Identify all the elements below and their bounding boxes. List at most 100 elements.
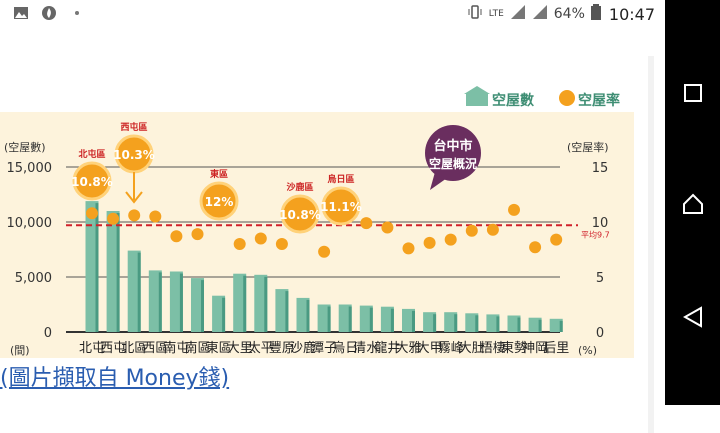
bar xyxy=(85,201,99,332)
bar xyxy=(212,295,226,332)
bar xyxy=(317,304,331,332)
callout-region: 沙鹿區 xyxy=(286,181,313,193)
bar-shade xyxy=(158,272,162,332)
bar xyxy=(359,305,373,332)
bar xyxy=(191,278,204,332)
x-tick-label: 龍井 xyxy=(374,340,400,356)
bar-shade xyxy=(306,299,310,332)
average-label: 平均9.7 xyxy=(581,229,610,239)
bar xyxy=(528,317,542,332)
y-right-label: (空屋率) xyxy=(567,140,609,154)
x-tick-label: 霧峰 xyxy=(438,341,464,356)
callouts: 北屯區 10.8% 西屯區 10.3% 東區 12% 沙鹿區 10.8% 烏日區 11.1% xyxy=(71,121,362,234)
x-tick-label: 沙鹿 xyxy=(290,340,316,356)
legend-dot-icon xyxy=(559,90,575,106)
signal-icon xyxy=(510,4,526,24)
rate-dot xyxy=(318,245,331,258)
x-tick-label: 東區 xyxy=(206,340,232,356)
y-left-tick: 10,000 xyxy=(7,216,53,231)
image-source-link[interactable]: (圖片擷取自 Money錢) xyxy=(0,366,230,391)
rate-dot xyxy=(508,203,520,216)
more-icon xyxy=(68,4,86,22)
x-tick-label: 北區 xyxy=(121,341,147,356)
x-tick-label: 西屯 xyxy=(100,341,126,356)
bar-shade xyxy=(369,307,373,332)
callout-rate: 10.8% xyxy=(71,175,113,189)
bar-shade xyxy=(179,273,183,332)
bar-shade xyxy=(137,252,141,332)
bar-shade xyxy=(95,203,99,332)
callout-rate: 11.1% xyxy=(320,200,362,214)
nav-bar xyxy=(665,0,720,405)
bar-shade xyxy=(475,315,479,332)
scrollbar[interactable] xyxy=(648,56,654,433)
back-icon xyxy=(682,305,702,328)
callout-region: 北屯區 xyxy=(78,148,105,160)
bar xyxy=(338,304,352,332)
x-tick-label: 烏日 xyxy=(332,340,358,356)
bar xyxy=(444,312,458,332)
bar xyxy=(423,312,437,332)
x-tick-label: 南區 xyxy=(184,340,210,356)
status-bar: LTE 64% 10:47 xyxy=(0,0,665,28)
x-tick-label: 大里 xyxy=(227,341,253,356)
x-labels: 北屯西屯北區西區南屯南區東區大里太平豐原沙鹿潭子烏日清水龍井大雅大甲霧峰大肚梧棲… xyxy=(79,340,569,356)
bar xyxy=(106,211,120,332)
bar-shade xyxy=(454,314,458,332)
callout-rate: 10.8% xyxy=(279,208,321,222)
x-tick-label: 大甲 xyxy=(417,341,443,356)
bar-shade xyxy=(201,280,204,332)
rate-dot xyxy=(402,242,415,255)
bar xyxy=(486,314,500,332)
battery-percent: 64% xyxy=(553,6,585,22)
back-button[interactable] xyxy=(665,289,720,344)
x-tick-label: 后里 xyxy=(543,341,569,356)
callout-bubble xyxy=(72,161,112,201)
bar-shade xyxy=(243,275,247,332)
rate-dot xyxy=(191,228,204,241)
bar-shade xyxy=(433,314,437,332)
rate-dot xyxy=(444,233,457,246)
battery-icon xyxy=(590,4,601,24)
rate-dot xyxy=(149,210,162,223)
callout-bubble xyxy=(199,181,239,221)
bar xyxy=(549,318,563,332)
x-tick-label: 清水 xyxy=(353,341,379,356)
y-right-tick: 5 xyxy=(596,271,604,286)
callout-bubble xyxy=(280,194,320,234)
bar xyxy=(402,308,415,332)
bar-shade xyxy=(264,276,268,332)
rate-dot xyxy=(254,232,267,245)
home-button[interactable] xyxy=(665,176,720,231)
x-tick-label: 潭子 xyxy=(311,341,337,356)
legend-bar-icon xyxy=(464,86,490,106)
average-line: 平均9.7 xyxy=(66,224,610,239)
y-left-label: (空屋數) xyxy=(4,140,46,154)
badge: 台中市 空屋概況 xyxy=(425,125,481,190)
square-icon xyxy=(683,83,702,102)
legend: 空屋數 空屋率 xyxy=(464,86,620,109)
bar-shade xyxy=(559,320,563,332)
network-type: LTE xyxy=(488,9,504,19)
rate-dot xyxy=(360,217,373,230)
home-icon xyxy=(682,193,703,214)
bar-shade xyxy=(412,310,415,332)
y-right-unit: (%) xyxy=(578,344,597,357)
callout-arrow xyxy=(125,172,143,204)
y-right-tick: 10 xyxy=(592,216,609,231)
bar-shade xyxy=(538,319,542,332)
bars xyxy=(85,201,563,332)
callout-rate: 12% xyxy=(205,195,234,209)
bar xyxy=(254,274,268,332)
x-tick-label: 梧棲 xyxy=(480,341,506,356)
recent-apps-button[interactable] xyxy=(665,65,720,120)
rate-dot xyxy=(233,238,246,250)
x-tick-label: 大雅 xyxy=(395,341,421,356)
bar-shade xyxy=(327,306,331,332)
rate-dot xyxy=(423,236,436,249)
rate-dot xyxy=(275,238,288,250)
y-left-tick: 15,000 xyxy=(7,161,53,176)
bar-shade xyxy=(348,306,352,332)
rate-dot xyxy=(107,212,120,225)
bar-shade xyxy=(390,308,394,332)
